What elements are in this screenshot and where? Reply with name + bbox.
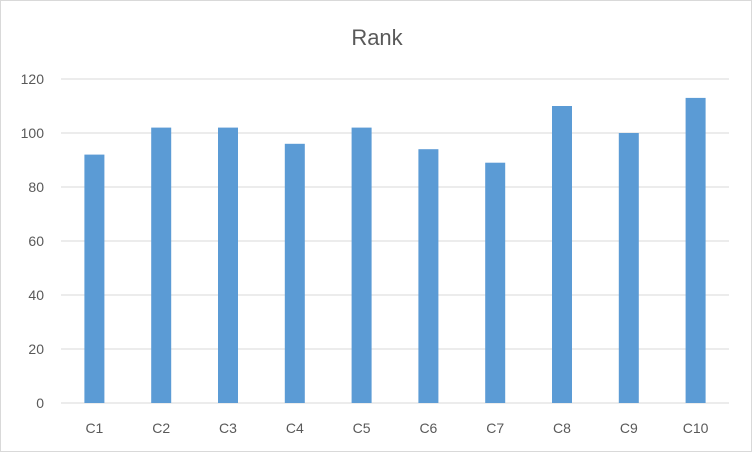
x-tick-label: C5 <box>353 420 371 436</box>
chart-title: Rank <box>351 25 403 50</box>
x-tick-label: C2 <box>152 420 170 436</box>
y-axis-tick-labels: 0 20 40 60 80 100 120 <box>21 71 45 411</box>
x-tick-label: C7 <box>486 420 504 436</box>
bar-c7 <box>485 162 506 403</box>
y-tick-label: 80 <box>28 179 44 195</box>
bar-c5 <box>351 127 372 403</box>
y-tick-label: 100 <box>21 125 45 141</box>
x-tick-label: C8 <box>553 420 571 436</box>
bar-c6 <box>418 149 439 403</box>
bar-c3 <box>218 127 238 403</box>
y-tick-label: 40 <box>28 287 44 303</box>
gridlines <box>61 78 729 404</box>
x-tick-label: C9 <box>620 420 638 436</box>
bar-c4 <box>284 143 305 404</box>
bar-c1 <box>84 154 105 403</box>
y-tick-label: 20 <box>28 341 44 357</box>
x-tick-label: C4 <box>286 420 304 436</box>
y-tick-label: 60 <box>28 233 44 249</box>
bar-c2 <box>151 127 172 403</box>
x-tick-label: C6 <box>419 420 437 436</box>
bar-c9 <box>618 133 639 403</box>
x-tick-label: C10 <box>683 420 709 436</box>
bar-c10 <box>685 97 706 404</box>
bar-c8 <box>552 106 572 403</box>
x-tick-label: C3 <box>219 420 237 436</box>
y-tick-label: 0 <box>36 395 44 411</box>
bars <box>84 97 706 404</box>
x-axis-tick-labels: C1 C2 C3 C4 C5 C6 C7 C8 C9 C10 <box>85 420 708 436</box>
x-tick-label: C1 <box>85 420 103 436</box>
y-tick-label: 120 <box>21 71 45 87</box>
